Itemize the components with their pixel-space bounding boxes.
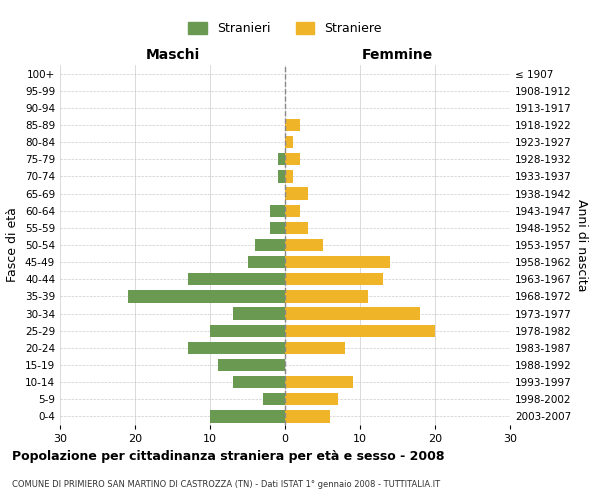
Bar: [233, 376, 285, 388]
Bar: [285, 376, 353, 388]
Bar: [285, 204, 300, 217]
Bar: [270, 222, 285, 234]
Bar: [255, 239, 285, 251]
Y-axis label: Anni di nascita: Anni di nascita: [575, 198, 588, 291]
Bar: [285, 153, 300, 166]
Y-axis label: Fasce di età: Fasce di età: [7, 208, 19, 282]
Bar: [277, 153, 285, 166]
Bar: [285, 256, 390, 268]
Bar: [210, 324, 285, 337]
Bar: [285, 239, 323, 251]
Bar: [210, 410, 285, 422]
Bar: [285, 308, 420, 320]
Bar: [187, 273, 285, 285]
Bar: [285, 290, 367, 302]
Bar: [187, 342, 285, 354]
Bar: [263, 393, 285, 406]
Bar: [218, 359, 285, 371]
Bar: [277, 170, 285, 182]
Bar: [285, 410, 330, 422]
Bar: [270, 204, 285, 217]
Bar: [248, 256, 285, 268]
Text: Femmine: Femmine: [362, 48, 433, 62]
Bar: [285, 119, 300, 131]
Text: Popolazione per cittadinanza straniera per età e sesso - 2008: Popolazione per cittadinanza straniera p…: [12, 450, 445, 463]
Text: COMUNE DI PRIMIERO SAN MARTINO DI CASTROZZA (TN) - Dati ISTAT 1° gennaio 2008 - : COMUNE DI PRIMIERO SAN MARTINO DI CASTRO…: [12, 480, 440, 489]
Bar: [285, 170, 293, 182]
Bar: [285, 324, 435, 337]
Bar: [285, 393, 337, 406]
Bar: [285, 188, 308, 200]
Legend: Stranieri, Straniere: Stranieri, Straniere: [183, 18, 387, 40]
Bar: [285, 342, 345, 354]
Bar: [128, 290, 285, 302]
Bar: [233, 308, 285, 320]
Text: Maschi: Maschi: [145, 48, 200, 62]
Bar: [285, 273, 383, 285]
Bar: [285, 136, 293, 148]
Bar: [285, 222, 308, 234]
